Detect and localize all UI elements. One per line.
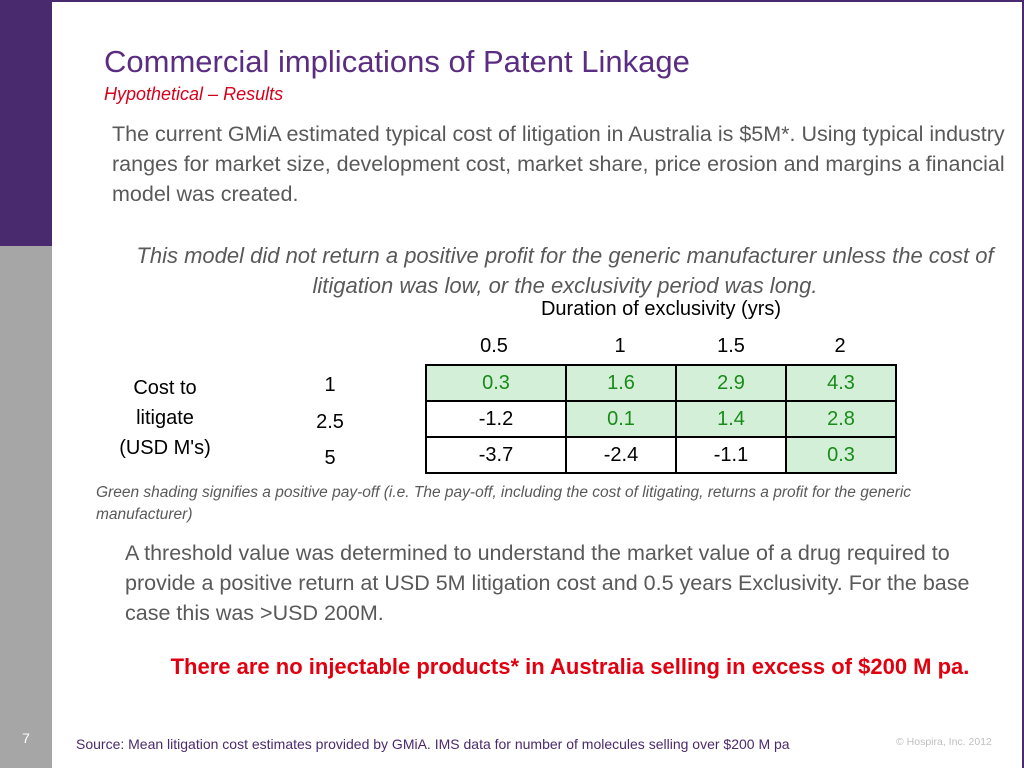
duration-header: Duration of exclusivity (yrs): [540, 298, 782, 320]
column-header: 2: [834, 335, 846, 357]
row-header: 2.5: [316, 411, 344, 433]
source-note: Source: Mean litigation cost estimates p…: [76, 736, 790, 752]
table-cell: -2.4: [565, 436, 677, 474]
table-cell: -1.1: [675, 436, 787, 474]
model-conclusion: This model did not return a positive pro…: [136, 243, 994, 298]
intro-paragraph: The current GMiA estimated typical cost …: [112, 122, 1005, 206]
table-cell: 0.3: [425, 364, 567, 402]
table-cell: 1.4: [675, 400, 787, 438]
column-header: 1: [614, 335, 626, 357]
table-cell: 2.8: [785, 400, 897, 438]
top-border: [52, 0, 1024, 2]
table-cell: 4.3: [785, 364, 897, 402]
table-cell: 1.6: [565, 364, 677, 402]
slide-subtitle: Hypothetical – Results: [104, 84, 284, 104]
page-number: 7: [22, 730, 30, 746]
sidebar-accent-purple: [0, 0, 52, 246]
right-border: [1022, 0, 1024, 768]
column-header: 0.5: [480, 335, 508, 357]
copyright: © Hospira, Inc. 2012: [896, 736, 992, 748]
cost-label-line: Cost to: [133, 377, 197, 399]
slide-title: Commercial implications of Patent Linkag…: [104, 44, 690, 79]
shading-footnote: Green shading signifies a positive pay-o…: [96, 484, 912, 523]
table-cell: 0.1: [565, 400, 677, 438]
sidebar-accent-gray: [0, 246, 52, 768]
table-cell: -1.2: [425, 400, 567, 438]
row-header: 1: [324, 374, 336, 396]
table-cell: -3.7: [425, 436, 567, 474]
row-header: 5: [324, 447, 336, 469]
column-header: 1.5: [717, 335, 745, 357]
cost-to-litigate-label: Cost to litigate (USD M's): [100, 373, 230, 463]
threshold-paragraph: A threshold value was determined to unde…: [125, 541, 970, 625]
table-cell: 2.9: [675, 364, 787, 402]
cost-label-line: (USD M's): [119, 437, 211, 459]
table-cell: 0.3: [785, 436, 897, 474]
key-finding: There are no injectable products* in Aus…: [170, 654, 970, 679]
cost-label-line: litigate: [136, 407, 194, 429]
